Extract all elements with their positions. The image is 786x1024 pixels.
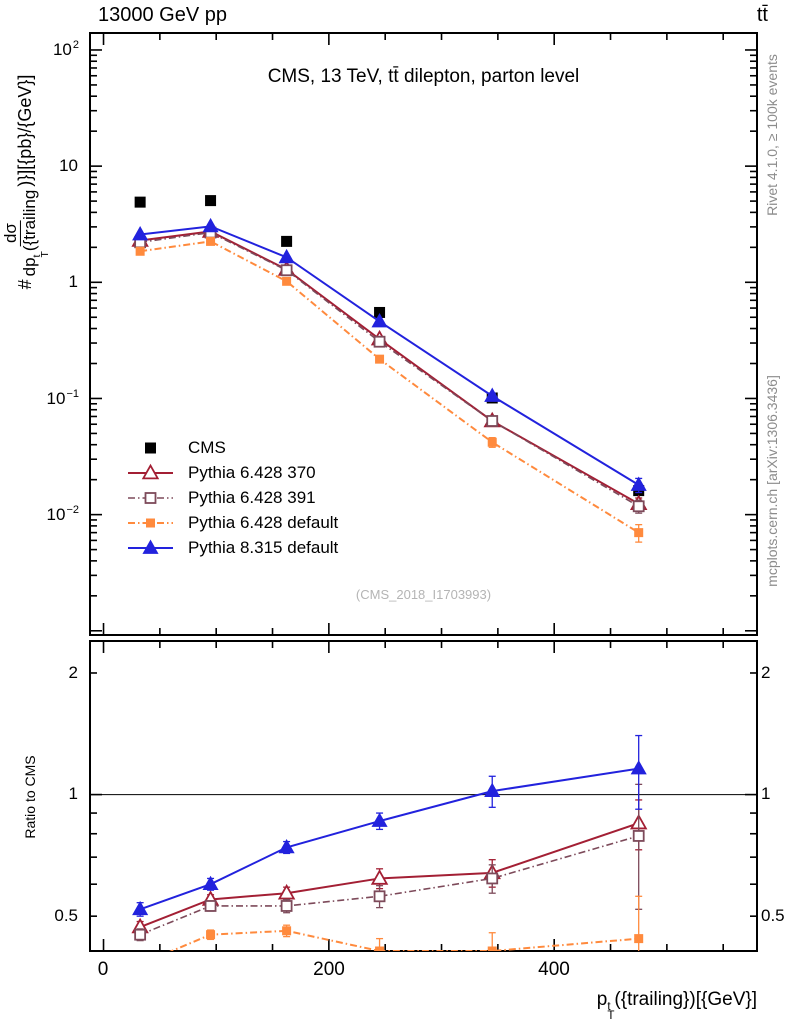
mcplots-site-note: mcplots.cern.ch [arXiv:1306.3436]	[764, 375, 780, 587]
analysis-id-watermark: (CMS_2018_I1703993)	[355, 587, 492, 602]
ratio-tick-label-right: 1	[761, 784, 771, 803]
legend-item-pythia-6428-370: Pythia 6.428 370	[188, 463, 316, 482]
x-axis-tick-label: 0	[97, 959, 109, 980]
series-pythia-8-315-default	[132, 734, 647, 917]
series-pythia-6-428-370	[131, 799, 648, 934]
plot-title: CMS, 13 TeV, tt̄ dilepton, parton level	[267, 66, 580, 87]
ratio-tick-label: 1	[68, 784, 78, 803]
y-axis-tick-label: 10	[59, 156, 78, 175]
series-pythia-8-315-default	[132, 217, 647, 494]
y-axis-tick-label: 1	[68, 272, 78, 291]
x-axis-tick-label: 400	[538, 959, 570, 980]
y-axis-title: # dσ dp t T ({trailing)}][{pb}/{GeV}]	[0, 74, 51, 290]
y-axis-tick-label: 10−1	[46, 388, 79, 408]
y-axis-tick-label: 10−2	[46, 504, 79, 524]
rivet-version-note: Rivet 4.1.0, ≥ 100k events	[764, 54, 780, 216]
process-label: tt̄	[756, 4, 768, 26]
ratio-tick-label: 2	[68, 663, 78, 682]
bottom-panel-frame	[89, 640, 758, 952]
x-axis-tick-label: 200	[313, 959, 345, 980]
ratio-tick-label-right: 0.5	[761, 906, 785, 925]
top-panel-frame	[89, 32, 758, 636]
legend-item-pythia-6428-default: Pythia 6.428 default	[188, 513, 339, 532]
legend-samples	[128, 442, 173, 554]
y-axis-tick-label: 102	[52, 39, 79, 59]
beam-energy-label: 13000 GeV pp	[98, 4, 227, 26]
legend-item-cms: CMS	[188, 438, 226, 457]
series-pythia-6-428-391	[134, 783, 645, 942]
series-pythia-6-428-default	[135, 236, 644, 543]
ratio-tick-label: 0.5	[54, 906, 78, 925]
legend-item-pythia-6428-391: Pythia 6.428 391	[188, 488, 316, 507]
x-axis-title: p t T ({trailing})[{GeV}]	[596, 989, 757, 1023]
ratio-tick-label-right: 2	[761, 663, 771, 682]
legend-item-pythia-8315-default: Pythia 8.315 default	[188, 538, 339, 557]
series-pythia-6-428-default	[169, 895, 644, 951]
